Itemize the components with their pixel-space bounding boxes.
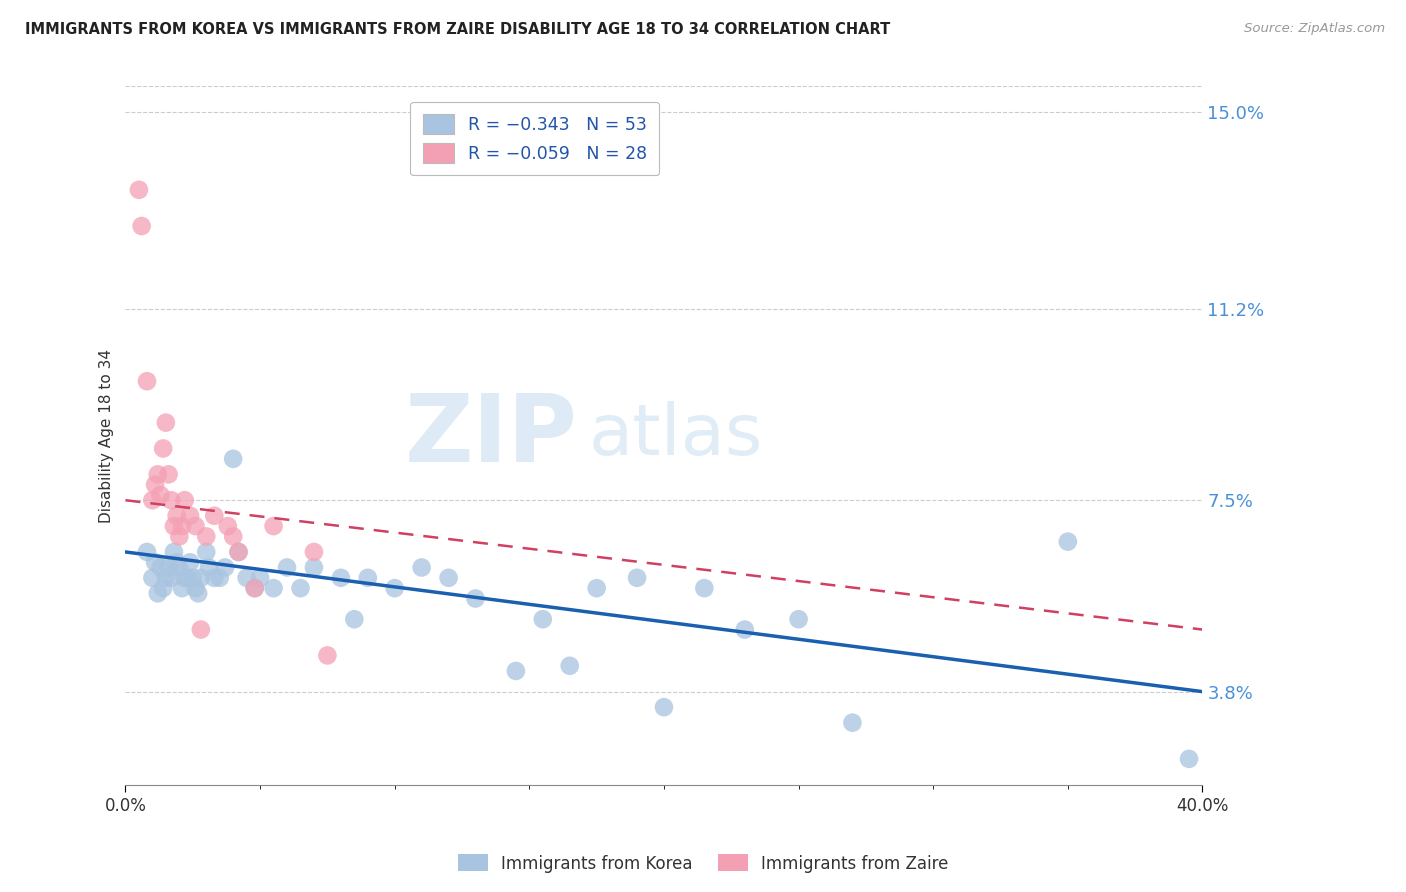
Point <box>302 560 325 574</box>
Point <box>170 581 193 595</box>
Point <box>202 571 225 585</box>
Point <box>841 715 863 730</box>
Point <box>222 451 245 466</box>
Point <box>558 658 581 673</box>
Point <box>179 508 201 523</box>
Point <box>343 612 366 626</box>
Point <box>179 555 201 569</box>
Point <box>141 571 163 585</box>
Point <box>157 560 180 574</box>
Point <box>249 571 271 585</box>
Point <box>1178 752 1201 766</box>
Point <box>152 442 174 456</box>
Point <box>222 529 245 543</box>
Point <box>170 519 193 533</box>
Point <box>141 493 163 508</box>
Point <box>163 519 186 533</box>
Point <box>217 519 239 533</box>
Point <box>202 508 225 523</box>
Point <box>734 623 756 637</box>
Point <box>235 571 257 585</box>
Point <box>176 571 198 585</box>
Point <box>208 571 231 585</box>
Point <box>184 519 207 533</box>
Point <box>169 560 191 574</box>
Point <box>128 183 150 197</box>
Point <box>149 488 172 502</box>
Point <box>1056 534 1078 549</box>
Point <box>263 519 285 533</box>
Point <box>243 581 266 595</box>
Point <box>263 581 285 595</box>
Point <box>329 571 352 585</box>
Point <box>195 529 218 543</box>
Text: ZIP: ZIP <box>405 390 578 482</box>
Point <box>243 581 266 595</box>
Text: atlas: atlas <box>589 401 763 470</box>
Point <box>228 545 250 559</box>
Point <box>276 560 298 574</box>
Point <box>136 374 159 388</box>
Point <box>152 581 174 595</box>
Point <box>131 219 153 233</box>
Text: IMMIGRANTS FROM KOREA VS IMMIGRANTS FROM ZAIRE DISABILITY AGE 18 TO 34 CORRELATI: IMMIGRANTS FROM KOREA VS IMMIGRANTS FROM… <box>25 22 890 37</box>
Point <box>357 571 380 585</box>
Point <box>149 560 172 574</box>
Point <box>155 416 177 430</box>
Point <box>464 591 486 606</box>
Point <box>184 581 207 595</box>
Point <box>652 700 675 714</box>
Point <box>173 571 195 585</box>
Point <box>411 560 433 574</box>
Point <box>437 571 460 585</box>
Point <box>181 571 204 585</box>
Point <box>198 560 221 574</box>
Point <box>384 581 406 595</box>
Point <box>195 545 218 559</box>
Point <box>163 545 186 559</box>
Point <box>290 581 312 595</box>
Point <box>143 477 166 491</box>
Point <box>214 560 236 574</box>
Point <box>136 545 159 559</box>
Point <box>157 467 180 482</box>
Point <box>143 555 166 569</box>
Point <box>787 612 810 626</box>
Point <box>190 571 212 585</box>
Point <box>316 648 339 663</box>
Point <box>190 623 212 637</box>
Legend: Immigrants from Korea, Immigrants from Zaire: Immigrants from Korea, Immigrants from Z… <box>451 847 955 880</box>
Point <box>693 581 716 595</box>
Point <box>585 581 607 595</box>
Point <box>160 571 183 585</box>
Point <box>155 571 177 585</box>
Point <box>626 571 648 585</box>
Point <box>169 529 191 543</box>
Point <box>166 508 188 523</box>
Point <box>146 586 169 600</box>
Legend: R = −0.343   N = 53, R = −0.059   N = 28: R = −0.343 N = 53, R = −0.059 N = 28 <box>411 102 659 175</box>
Y-axis label: Disability Age 18 to 34: Disability Age 18 to 34 <box>100 349 114 523</box>
Text: Source: ZipAtlas.com: Source: ZipAtlas.com <box>1244 22 1385 36</box>
Point <box>505 664 527 678</box>
Point <box>531 612 554 626</box>
Point <box>173 493 195 508</box>
Point <box>228 545 250 559</box>
Point <box>160 493 183 508</box>
Point <box>166 555 188 569</box>
Point <box>146 467 169 482</box>
Point <box>187 586 209 600</box>
Point <box>302 545 325 559</box>
